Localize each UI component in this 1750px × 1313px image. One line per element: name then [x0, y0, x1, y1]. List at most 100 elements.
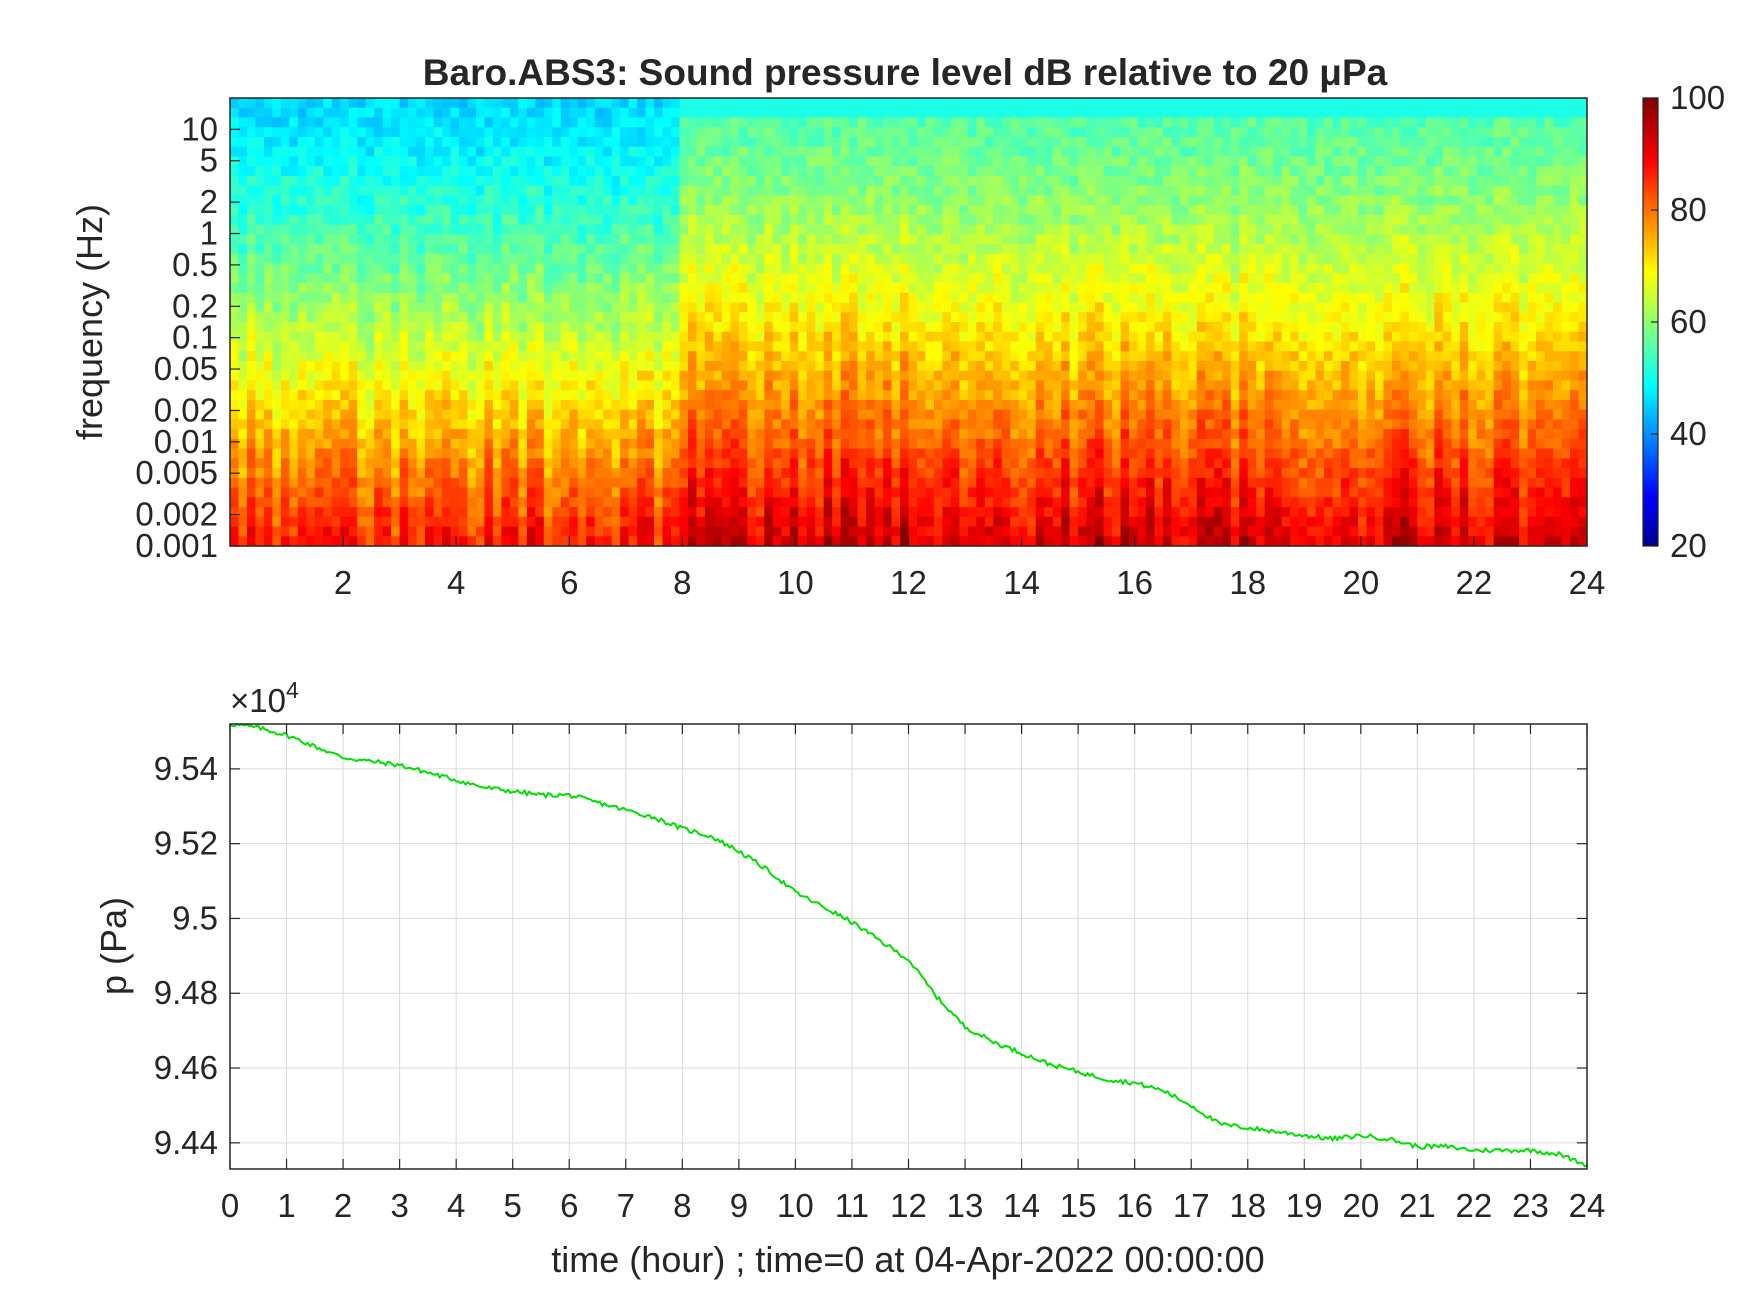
spectrogram-cell [425, 497, 435, 508]
spectrogram-cell [908, 429, 918, 440]
spectrogram-cell [883, 429, 893, 440]
spectrogram-cell [577, 175, 587, 187]
spectrogram-cell [357, 419, 367, 430]
spectrogram-cell [730, 322, 740, 333]
spectrogram-cell [399, 175, 409, 187]
spectrogram-cell [637, 536, 647, 547]
spectrogram-cell [942, 409, 952, 420]
spectrogram-cell [976, 536, 986, 547]
spectrogram-cell [908, 292, 918, 304]
spectrogram-cell [442, 419, 452, 430]
spectrogram-cell [586, 166, 596, 177]
spectrogram-cell [348, 419, 358, 430]
spectrogram-cell [755, 419, 765, 430]
spectrogram-cell [721, 234, 731, 245]
spectrogram-cell [925, 127, 935, 138]
spectrogram-cell [696, 526, 706, 537]
spectrogram-cell [416, 312, 426, 323]
spectrogram-cell [891, 136, 901, 148]
spectrogram-cell [484, 487, 494, 498]
spectrogram-cell [535, 175, 545, 187]
spectrogram-cell [442, 409, 452, 420]
spectrogram-cell [399, 195, 409, 206]
spectrogram-cell [713, 312, 723, 323]
spectrogram-cell [450, 292, 460, 304]
spectrogram-cell [967, 283, 977, 294]
spectrogram-cell [815, 380, 825, 391]
spectrogram-cell [933, 127, 944, 138]
spectrogram-cell [467, 399, 477, 411]
spectrogram-cell [628, 292, 638, 304]
spectrogram-cell [458, 331, 469, 343]
spectrogram-cell [942, 516, 952, 528]
spectrogram-cell [246, 331, 257, 343]
spectrogram-cell [950, 175, 960, 187]
spectrogram-cell [611, 146, 621, 158]
spectrogram-cell [484, 185, 494, 196]
spectrogram-cell [560, 244, 570, 255]
spectrogram-cell [467, 146, 477, 158]
spectrogram-cell [1078, 360, 1088, 372]
spectrogram-cell [297, 429, 307, 440]
spectrogram-cell [993, 98, 1003, 109]
spectrogram-cell [747, 341, 757, 352]
spectrogram-cell [569, 98, 579, 109]
spectrogram-cell [306, 253, 316, 265]
spectrogram-cell [874, 438, 884, 450]
spectrogram-cell [713, 253, 723, 265]
spectrogram-cell [408, 380, 418, 391]
spectrogram-cell [323, 117, 333, 128]
spectrogram-cell [348, 429, 358, 440]
spectrogram-cell [314, 117, 324, 128]
spectrogram-cell [993, 419, 1003, 430]
spectrogram-cell [1052, 399, 1062, 411]
spectrogram-cell [959, 341, 969, 352]
spectrogram-cell [263, 312, 274, 323]
spectrogram-cell [535, 448, 545, 459]
spectrogram-cell [560, 302, 570, 313]
spectrogram-cell [1018, 536, 1028, 547]
spectrogram-cell [815, 419, 825, 430]
spectrogram-cell [755, 214, 765, 226]
spectrogram-cell [450, 477, 460, 489]
spectrogram-cell [535, 166, 545, 177]
spectrogram-cell [238, 302, 248, 313]
spectrogram-cell [866, 166, 876, 177]
spectrogram-cell [442, 98, 452, 109]
spectrogram-cell [1044, 341, 1054, 352]
spectrogram-cell [560, 526, 570, 537]
spectrogram-cell [450, 283, 460, 294]
spectrogram-cell [976, 263, 986, 274]
spectrogram-cell [984, 322, 994, 333]
spectrogram-cell [857, 263, 867, 274]
spectrogram-cell [458, 429, 469, 440]
spectrogram-cell [959, 175, 969, 187]
spectrogram-cell [933, 214, 944, 226]
spectrogram-cell [993, 283, 1003, 294]
spectrogram-cell [908, 127, 918, 138]
spectrogram-cell [255, 487, 265, 498]
spectrogram-cell [984, 370, 994, 382]
spectrogram-cell [603, 409, 613, 420]
spectrogram-cell [1137, 214, 1147, 226]
spectrogram-cell [1069, 244, 1079, 255]
spectrogram-cell [772, 273, 782, 284]
spectrogram-cell [687, 244, 698, 255]
spectrogram-cell [874, 263, 884, 274]
spectrogram-cell [900, 370, 910, 382]
spectrogram-cell [391, 458, 401, 469]
spectrogram-cell [297, 136, 307, 148]
spectrogram-cell [331, 107, 341, 119]
spectrogram-cell [475, 399, 486, 411]
spectrogram-cell [637, 507, 647, 518]
spectrogram-cell [993, 458, 1003, 469]
spectrogram-cell [823, 175, 833, 187]
spectrogram-cell [730, 399, 740, 411]
spectrogram-cell [772, 487, 782, 498]
spectrogram-cell [849, 166, 859, 177]
spectrogram-cell [874, 516, 884, 528]
spectrogram-cell [916, 536, 927, 547]
spectrogram-cell [976, 477, 986, 489]
spectrogram-cell [781, 487, 791, 498]
spectrogram-cell [654, 234, 664, 245]
